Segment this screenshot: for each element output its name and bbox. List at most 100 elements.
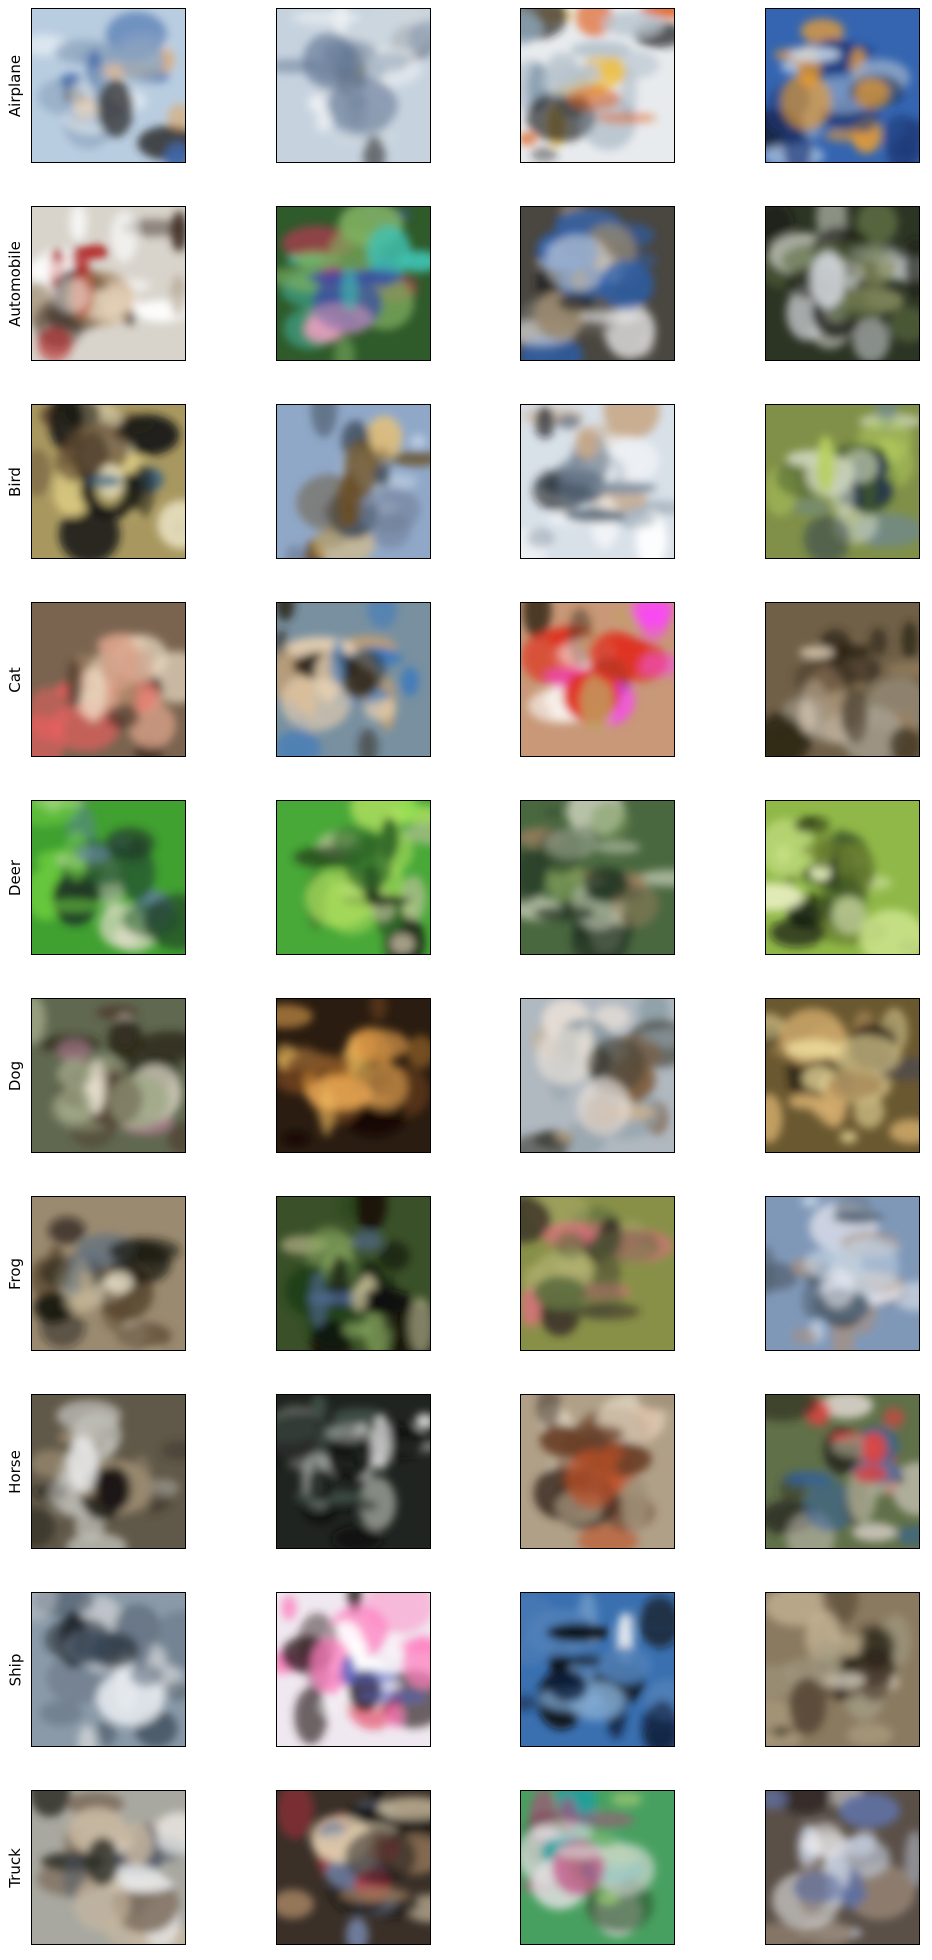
- sample-image-bird-2: [276, 404, 431, 559]
- generated-image: [766, 603, 919, 756]
- generated-image: [32, 603, 185, 756]
- sample-image-horse-2: [276, 1394, 431, 1549]
- generated-image: [521, 405, 674, 558]
- row-label-truck: Truck: [0, 1790, 30, 1945]
- generated-image: [32, 1593, 185, 1746]
- sample-image-dog-2: [276, 998, 431, 1153]
- generated-image: [32, 405, 185, 558]
- generated-image: [32, 207, 185, 360]
- sample-image-deer-1: [31, 800, 186, 955]
- row-label-text: Ship: [6, 1653, 24, 1686]
- generated-image: [521, 1791, 674, 1944]
- sample-image-truck-2: [276, 1790, 431, 1945]
- row-label-text: Horse: [6, 1449, 25, 1494]
- row-label-airplane: Airplane: [0, 8, 30, 163]
- row-label-text: Frog: [6, 1257, 25, 1290]
- sample-image-dog-1: [31, 998, 186, 1153]
- sample-image-dog-4: [765, 998, 920, 1153]
- sample-image-bird-4: [765, 404, 920, 559]
- generated-image: [766, 801, 919, 954]
- row-label-text: Deer: [6, 859, 24, 896]
- generated-image: [521, 999, 674, 1152]
- row-label-bird: Bird: [0, 404, 30, 559]
- sample-image-horse-1: [31, 1394, 186, 1549]
- generated-image: [521, 1197, 674, 1350]
- sample-image-cat-1: [31, 602, 186, 757]
- generated-image: [766, 1593, 919, 1746]
- sample-image-automobile-1: [31, 206, 186, 361]
- generated-image: [32, 999, 185, 1152]
- sample-image-airplane-2: [276, 8, 431, 163]
- generated-image: [766, 1197, 919, 1350]
- generated-image: [277, 1593, 430, 1746]
- sample-image-cat-2: [276, 602, 431, 757]
- generated-image: [277, 1197, 430, 1350]
- sample-image-automobile-3: [520, 206, 675, 361]
- row-label-dog: Dog: [0, 998, 30, 1153]
- sample-image-bird-1: [31, 404, 186, 559]
- generated-image: [521, 603, 674, 756]
- sample-image-dog-3: [520, 998, 675, 1153]
- generated-image: [766, 207, 919, 360]
- sample-image-airplane-4: [765, 8, 920, 163]
- generated-image: [521, 9, 674, 162]
- row-label-ship: Ship: [0, 1592, 30, 1747]
- row-label-text: Cat: [5, 666, 24, 693]
- row-label-deer: Deer: [0, 800, 30, 955]
- row-label-text: Automobile: [6, 240, 25, 327]
- generated-image: [32, 801, 185, 954]
- row-label-text: Truck: [6, 1847, 25, 1888]
- sample-image-cat-4: [765, 602, 920, 757]
- generated-image: [521, 801, 674, 954]
- row-label-text: Dog: [6, 1060, 24, 1091]
- sample-image-ship-1: [31, 1592, 186, 1747]
- generated-image: [521, 207, 674, 360]
- sample-image-deer-3: [520, 800, 675, 955]
- sample-image-bird-3: [520, 404, 675, 559]
- sample-image-automobile-4: [765, 206, 920, 361]
- sample-image-horse-4: [765, 1394, 920, 1549]
- generated-image: [277, 1395, 430, 1548]
- sample-image-automobile-2: [276, 206, 431, 361]
- generated-image: [277, 9, 430, 162]
- row-label-frog: Frog: [0, 1196, 30, 1351]
- generated-image: [277, 405, 430, 558]
- sample-image-frog-3: [520, 1196, 675, 1351]
- generated-image: [277, 801, 430, 954]
- generated-image: [32, 1791, 185, 1944]
- generated-image: [766, 1395, 919, 1548]
- generated-image: [766, 999, 919, 1152]
- sample-image-truck-1: [31, 1790, 186, 1945]
- generated-image: [766, 1791, 919, 1944]
- row-label-horse: Horse: [0, 1394, 30, 1549]
- generated-image: [521, 1395, 674, 1548]
- generated-image: [277, 603, 430, 756]
- sample-image-frog-4: [765, 1196, 920, 1351]
- sample-image-ship-3: [520, 1592, 675, 1747]
- generated-image: [277, 207, 430, 360]
- generated-image: [766, 9, 919, 162]
- sample-image-horse-3: [520, 1394, 675, 1549]
- generated-image: [32, 9, 185, 162]
- generated-image: [766, 405, 919, 558]
- sample-image-ship-4: [765, 1592, 920, 1747]
- generated-image: [277, 999, 430, 1152]
- sample-image-airplane-3: [520, 8, 675, 163]
- sample-image-truck-4: [765, 1790, 920, 1945]
- sample-image-frog-1: [31, 1196, 186, 1351]
- sample-image-deer-4: [765, 800, 920, 955]
- row-label-automobile: Automobile: [0, 206, 30, 361]
- row-label-cat: Cat: [0, 602, 30, 757]
- generated-image: [32, 1197, 185, 1350]
- sample-image-airplane-1: [31, 8, 186, 163]
- generated-image: [277, 1791, 430, 1944]
- sample-image-cat-3: [520, 602, 675, 757]
- sample-image-frog-2: [276, 1196, 431, 1351]
- row-label-text: Airplane: [6, 54, 24, 117]
- row-label-text: Bird: [5, 466, 24, 497]
- sample-image-truck-3: [520, 1790, 675, 1945]
- generated-image: [521, 1593, 674, 1746]
- generated-image: [32, 1395, 185, 1548]
- sample-image-deer-2: [276, 800, 431, 955]
